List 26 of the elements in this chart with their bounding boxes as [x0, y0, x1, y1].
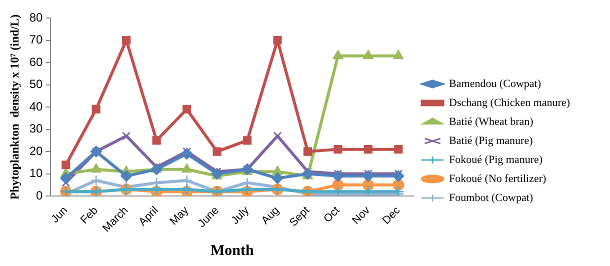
x-tick-label: Oct	[322, 204, 342, 226]
y-tick-label: 10	[29, 166, 44, 180]
y-tick-label: 20	[29, 144, 44, 158]
x-tick-label: Dec	[380, 204, 404, 227]
legend-label: Bamendou (Cowpat)	[449, 78, 542, 90]
legend-label: Fokoué (No fertilizer)	[449, 172, 547, 185]
y-axis-title: Phytoplankton density x 10⁷ (ind/L)	[7, 14, 22, 200]
x-tick-label: Aug	[259, 204, 282, 227]
x-tick-label: Jun	[49, 204, 70, 226]
y-tick-label: 0	[36, 188, 44, 202]
legend-label: Dschang (Chicken manure)	[449, 96, 570, 109]
y-tick-label: 40	[29, 99, 44, 114]
y-tick-label: 80	[29, 10, 44, 24]
legend-label: Fokoué (Pig manure)	[449, 154, 543, 166]
x-tick-label: May	[168, 204, 192, 228]
x-tick-label: July	[229, 204, 252, 227]
x-tick-label: Nov	[350, 204, 373, 227]
x-axis-title: Month	[210, 242, 254, 259]
y-tick-label: 60	[29, 54, 44, 69]
x-tick-label: Feb	[78, 204, 100, 226]
legend-label: Foumbot (Cowpat)	[449, 192, 534, 204]
y-tick-label: 50	[29, 77, 44, 92]
y-tick-label: 70	[29, 32, 44, 47]
legend-label: Batié (Wheat bran)	[449, 116, 534, 128]
legend-label: Batié (Pig manure)	[449, 134, 534, 147]
y-tick-label: 30	[29, 122, 44, 136]
